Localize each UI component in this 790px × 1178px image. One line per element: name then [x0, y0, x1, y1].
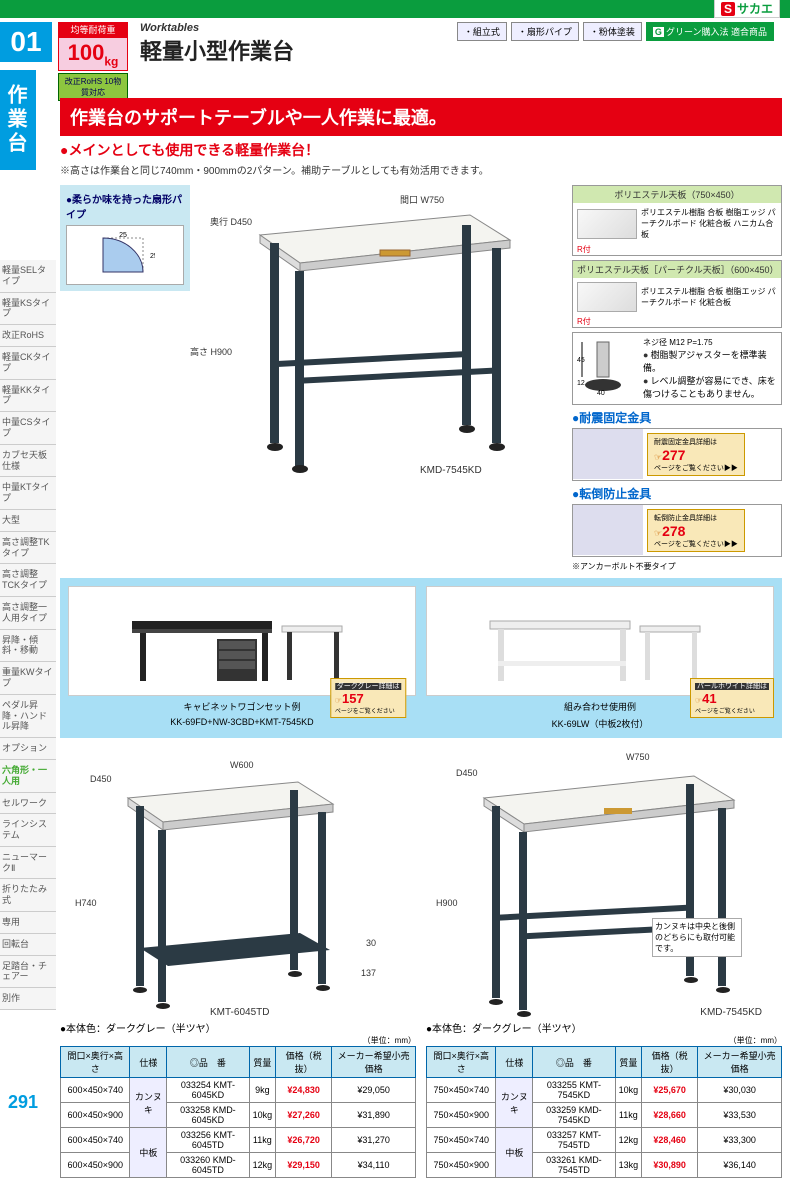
category-item[interactable]: 専用 [0, 912, 56, 934]
example-ref-pearlwhite: パールホワイト詳細は☞41ページをご覧ください [690, 678, 774, 718]
category-item[interactable]: 軽量KKタイプ [0, 380, 56, 413]
tag-assembly: ・組立式 [457, 22, 507, 41]
page-number: 291 [8, 1092, 38, 1113]
section-number: 01 [0, 22, 52, 62]
category-item[interactable]: 折りたたみ式 [0, 879, 56, 912]
product-right-drawing [426, 748, 782, 1018]
banner-note: ※高さは作業台と同じ740mm・900mmの2パターン。補助テーブルとしても有効… [60, 162, 782, 177]
product-right: D450 W750 H900 KMD-7545KD カンヌキは中央と後側のどちら… [426, 748, 782, 1178]
category-item[interactable]: 大型 [0, 510, 56, 532]
example-usage-band: キャビネットワゴンセット例 KK-69FD+NW-3CBD+KMT-7545KD… [60, 578, 782, 738]
svg-text:12: 12 [577, 380, 585, 387]
top-green-bar: Sサカエ [0, 0, 790, 18]
svg-text:25: 25 [150, 253, 155, 260]
category-item[interactable]: ニューマークⅡ [0, 847, 56, 880]
tag-pipe: ・扇形パイプ [511, 22, 579, 41]
seismic-heading: 耐震固定金具 [572, 409, 782, 426]
price-table-left: 間口×奥行×高さ仕様◎品 番質量価格（税抜）メーカー希望小売価格600×450×… [60, 1046, 416, 1178]
category-item[interactable]: 改正RoHS [0, 325, 56, 347]
example-ref-darkgrey: ダークグレー詳細は☞157ページをご覧ください [330, 678, 407, 718]
category-item[interactable]: 軽量CKタイプ [0, 347, 56, 380]
category-item[interactable]: 別作 [0, 988, 56, 1010]
svg-text:40: 40 [597, 390, 605, 397]
tag-coating: ・粉体塗装 [583, 22, 642, 41]
top-panel-750: ポリエステル天板（750×450） ポリエステル樹脂 合板 樹脂エッジ パーチク… [572, 185, 782, 256]
category-item[interactable]: 高さ調整一人用タイプ [0, 597, 56, 630]
price-table-right: 間口×奥行×高さ仕様◎品 番質量価格（税抜）メーカー希望小売価格750×450×… [426, 1046, 782, 1178]
category-item[interactable]: 六角形・一人用 [0, 760, 56, 793]
title-english: Worktables [140, 22, 294, 34]
category-list: 軽量SELタイプ軽量KSタイプ改正RoHS軽量CKタイプ軽量KKタイプ中量CSタ… [0, 260, 56, 1010]
tag-green-purchase: Gグリーン購入法 適合商品 [646, 22, 774, 41]
tipover-heading: 転倒防止金具 [572, 485, 782, 502]
category-item[interactable]: 昇降・傾斜・移動 [0, 630, 56, 663]
tipover-ref-box: 転倒防止金具詳細は☞278ページをご覧ください▶▶ [572, 504, 782, 557]
title-japanese: 軽量小型作業台 [140, 34, 294, 66]
category-item[interactable]: カブセ天板仕様 [0, 445, 56, 478]
category-item[interactable]: ラインシステム [0, 814, 56, 847]
banner-sub-red: メインとしても使用できる軽量作業台！ [60, 140, 782, 160]
banner-headline: 作業台のサポートテーブルや一人作業に最適。 [60, 98, 782, 136]
adjuster-info: 451240 ネジ径 M12 P=1.75 樹脂製アジャスターを標準装備。レベル… [572, 332, 782, 405]
category-item[interactable]: 重量KWタイプ [0, 662, 56, 695]
category-item[interactable]: 高さ調整TK タイプ [0, 532, 56, 565]
category-item[interactable]: 中量CSタイプ [0, 412, 56, 445]
category-item[interactable]: オプション [0, 738, 56, 760]
category-item[interactable]: 高さ調整TCKタイプ [0, 564, 56, 597]
tipover-note: ※アンカーボルト不要タイプ [572, 561, 782, 572]
category-item[interactable]: セルワーク [0, 793, 56, 815]
category-item[interactable]: 中量KTタイプ [0, 477, 56, 510]
seismic-ref-box: 耐震固定金具詳細は☞277ページをご覧ください▶▶ [572, 428, 782, 481]
tag-row: ・組立式 ・扇形パイプ ・粉体塗装 Gグリーン購入法 適合商品 [457, 22, 782, 41]
load-badge: 均等耐荷重 100kg [58, 22, 128, 71]
category-item[interactable]: 回転台 [0, 934, 56, 956]
category-item[interactable]: 軽量KSタイプ [0, 293, 56, 326]
pipe-profile-diagram: 25 25 [95, 230, 155, 280]
category-item[interactable]: 軽量SELタイプ [0, 260, 56, 293]
svg-text:25: 25 [119, 232, 127, 239]
side-tab-label: 作業台 [0, 70, 36, 170]
kannuki-note: カンヌキは中央と後側のどちらにも取付可能です。 [652, 918, 742, 957]
product-left: D450 W600 H740 30 137 KMT-6045TD 本体色：ダーク… [60, 748, 416, 1178]
brand-logo: Sサカエ [714, 0, 780, 18]
category-item[interactable]: 足踏台・チェアー [0, 956, 56, 989]
pipe-shape-box: 柔らか味を持った扇形パイプ 25 25 [60, 185, 190, 291]
hero-table-drawing: 奥行 D450 間口 W750 高さ H900 KMD-7545KD [200, 185, 550, 485]
svg-text:45: 45 [577, 357, 585, 364]
header-row: 01 均等耐荷重 100kg 改正RoHS 10物質対応 Worktables … [0, 18, 790, 105]
category-item[interactable]: ペダル昇降・ハンドル昇降 [0, 695, 56, 738]
top-panel-600: ポリエステル天板［パーチクル天板］（600×450） ポリエステル樹脂 合板 樹… [572, 260, 782, 328]
